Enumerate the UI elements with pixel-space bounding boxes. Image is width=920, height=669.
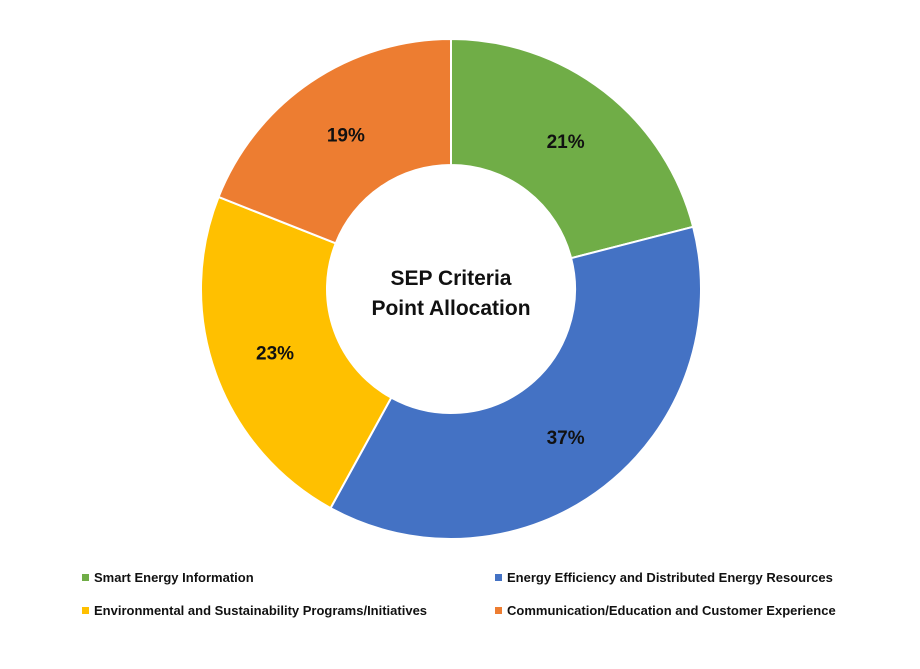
legend-swatch-1 [82, 574, 89, 581]
chart-title: SEP Criteria Point Allocation [371, 267, 530, 320]
legend-swatch-4 [495, 607, 502, 614]
donut-slice-4 [217, 37, 452, 245]
slice-label-1: 21% [547, 132, 585, 153]
legend-label-2: Energy Efficiency and Distributed Energy… [507, 570, 833, 585]
legend-label-3: Environmental and Sustainability Program… [94, 603, 427, 618]
chart-title-line-1: SEP Criteria [390, 267, 511, 290]
slice-label-3: 23% [256, 343, 294, 364]
slice-label-4: 19% [327, 125, 365, 146]
slice-label-2: 37% [547, 428, 585, 449]
legend-swatch-3 [82, 607, 89, 614]
chart-title-line-2: Point Allocation [371, 297, 530, 320]
slice-labels: 21% 37% 23% 19% [256, 125, 585, 448]
legend-label-4: Communication/Education and Customer Exp… [507, 603, 836, 618]
legend-swatch-2 [495, 574, 502, 581]
donut-slices [200, 37, 702, 540]
donut-slice-1 [450, 37, 695, 260]
donut-slice-3 [200, 195, 393, 510]
legend-label-1: Smart Energy Information [94, 570, 254, 585]
legend: Smart Energy Information Energy Efficienc… [82, 570, 836, 618]
donut-slice-2 [329, 225, 702, 540]
